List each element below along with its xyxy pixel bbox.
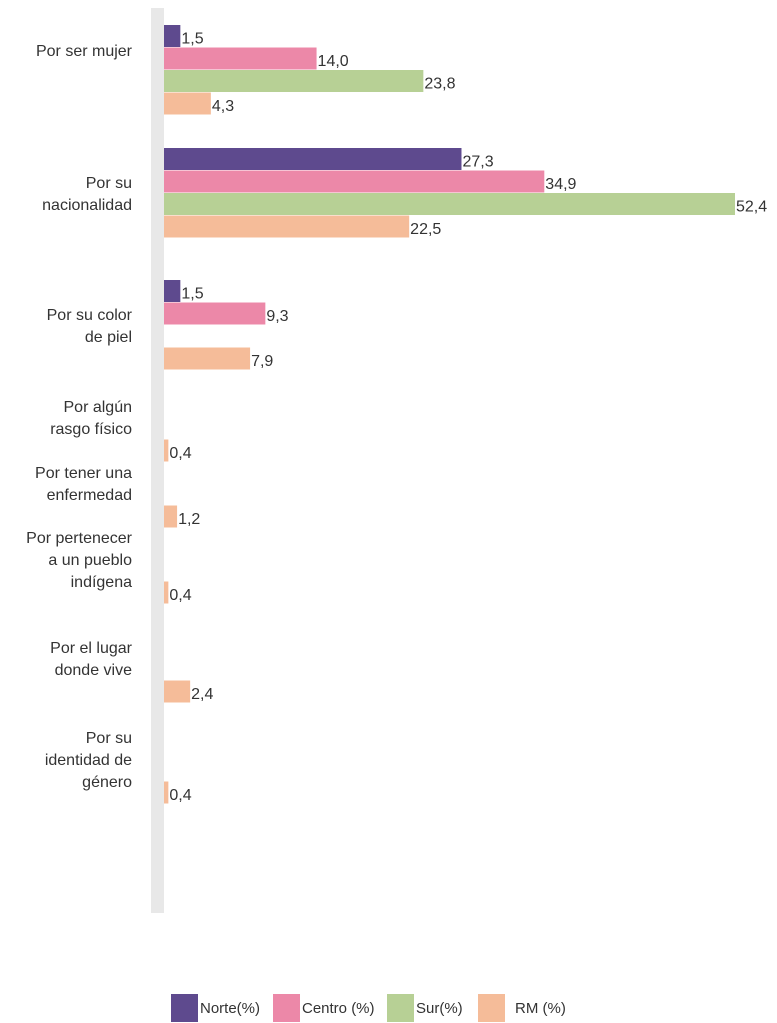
- bar-sur-por-ser-mujer: [164, 70, 424, 92]
- axis-band: [151, 8, 164, 913]
- bar-chart: Por ser mujer 1,5 14,0 23,8 4,3 Por su naciona…: [26, 8, 767, 913]
- bar-rm-por-tener-una-enfermedad: [164, 505, 178, 528]
- legend-item-norte: Norte(%): [171, 993, 260, 1023]
- bar-rm-por-algun-rasgo-fisico: [164, 439, 169, 462]
- bar-centro-por-ser-mujer: [164, 47, 317, 70]
- value-label-sur-por-ser-mujer: 23,8: [424, 75, 455, 92]
- value-label-norte-por-su-nacionalidad: 27,3: [462, 153, 493, 170]
- category-label-por-su-identidad-de-genero: Por su identidad de género: [45, 730, 132, 791]
- category-label-por-pertenecer-a-un-pueblo-indigena: Por pertenecer a un pueblo indígena: [26, 530, 133, 591]
- legend-label-norte: Norte(%): [200, 999, 261, 1017]
- legend: Norte(%) Centro (%) Sur(%) RM (%): [0, 993, 777, 1023]
- value-label-centro-por-su-color-de-piel: 9,3: [266, 308, 288, 325]
- bar-norte-por-ser-mujer: [164, 25, 181, 47]
- legend-item-rm: RM (%): [478, 993, 566, 1023]
- value-label-norte-por-ser-mujer: 1,5: [181, 30, 203, 47]
- legend-swatch-norte: [171, 994, 198, 1022]
- category-label-por-algun-rasgo-fisico: Por algún rasgo físico: [50, 399, 132, 438]
- bar-sur-por-su-nacionalidad: [164, 193, 735, 215]
- legend-swatch-rm: [478, 994, 505, 1022]
- value-label-sur-por-su-nacionalidad: 52,4: [736, 198, 767, 215]
- value-label-rm-por-el-lugar-donde-vive: 2,4: [191, 686, 213, 703]
- bar-norte-por-su-nacionalidad: [164, 148, 462, 170]
- category-label-por-ser-mujer: Por ser mujer: [36, 43, 133, 60]
- value-label-norte-por-su-color-de-piel: 1,5: [181, 285, 203, 302]
- bar-centro-por-su-nacionalidad: [164, 170, 545, 193]
- category-label-por-su-nacionalidad: Por su nacionalidad: [42, 175, 132, 214]
- value-label-rm-por-su-color-de-piel: 7,9: [251, 353, 273, 370]
- category-label-por-su-color-de-piel: Por su color de piel: [47, 307, 133, 346]
- bar-centro-por-su-color-de-piel: [164, 302, 266, 325]
- category-label-por-el-lugar-donde-vive: Por el lugar donde vive: [50, 640, 132, 679]
- legend-swatch-centro: [273, 994, 300, 1022]
- bar-rm-por-su-nacionalidad: [164, 215, 410, 238]
- value-label-rm-por-ser-mujer: 4,3: [212, 98, 234, 115]
- value-label-rm-por-pertenecer-a-un-pueblo-indigena: 0,4: [169, 587, 191, 604]
- bar-rm-por-su-color-de-piel: [164, 347, 251, 370]
- legend-swatch-sur: [387, 994, 414, 1022]
- bar-rm-por-pertenecer-a-un-pueblo-indigena: [164, 581, 169, 604]
- legend-item-sur: Sur(%): [387, 993, 463, 1023]
- value-label-centro-por-su-nacionalidad: 34,9: [545, 176, 576, 193]
- legend-label-rm: RM (%): [515, 999, 566, 1017]
- bar-norte-por-su-color-de-piel: [164, 280, 181, 302]
- value-label-rm-por-algun-rasgo-fisico: 0,4: [169, 445, 191, 462]
- bar-rm-por-el-lugar-donde-vive: [164, 680, 191, 703]
- category-label-por-tener-una-enfermedad: Por tener una enfermedad: [35, 465, 132, 504]
- legend-item-centro: Centro (%): [273, 993, 375, 1023]
- legend-label-centro: Centro (%): [302, 999, 375, 1017]
- value-label-centro-por-ser-mujer: 14,0: [318, 53, 349, 70]
- value-label-rm-por-tener-una-enfermedad: 1,2: [178, 511, 200, 528]
- bar-rm-por-ser-mujer: [164, 92, 211, 115]
- value-label-rm-por-su-identidad-de-genero: 0,4: [169, 787, 191, 804]
- value-label-rm-por-su-nacionalidad: 22,5: [410, 221, 441, 238]
- bar-rm-por-su-identidad-de-genero: [164, 781, 169, 804]
- legend-label-sur: Sur(%): [416, 999, 463, 1017]
